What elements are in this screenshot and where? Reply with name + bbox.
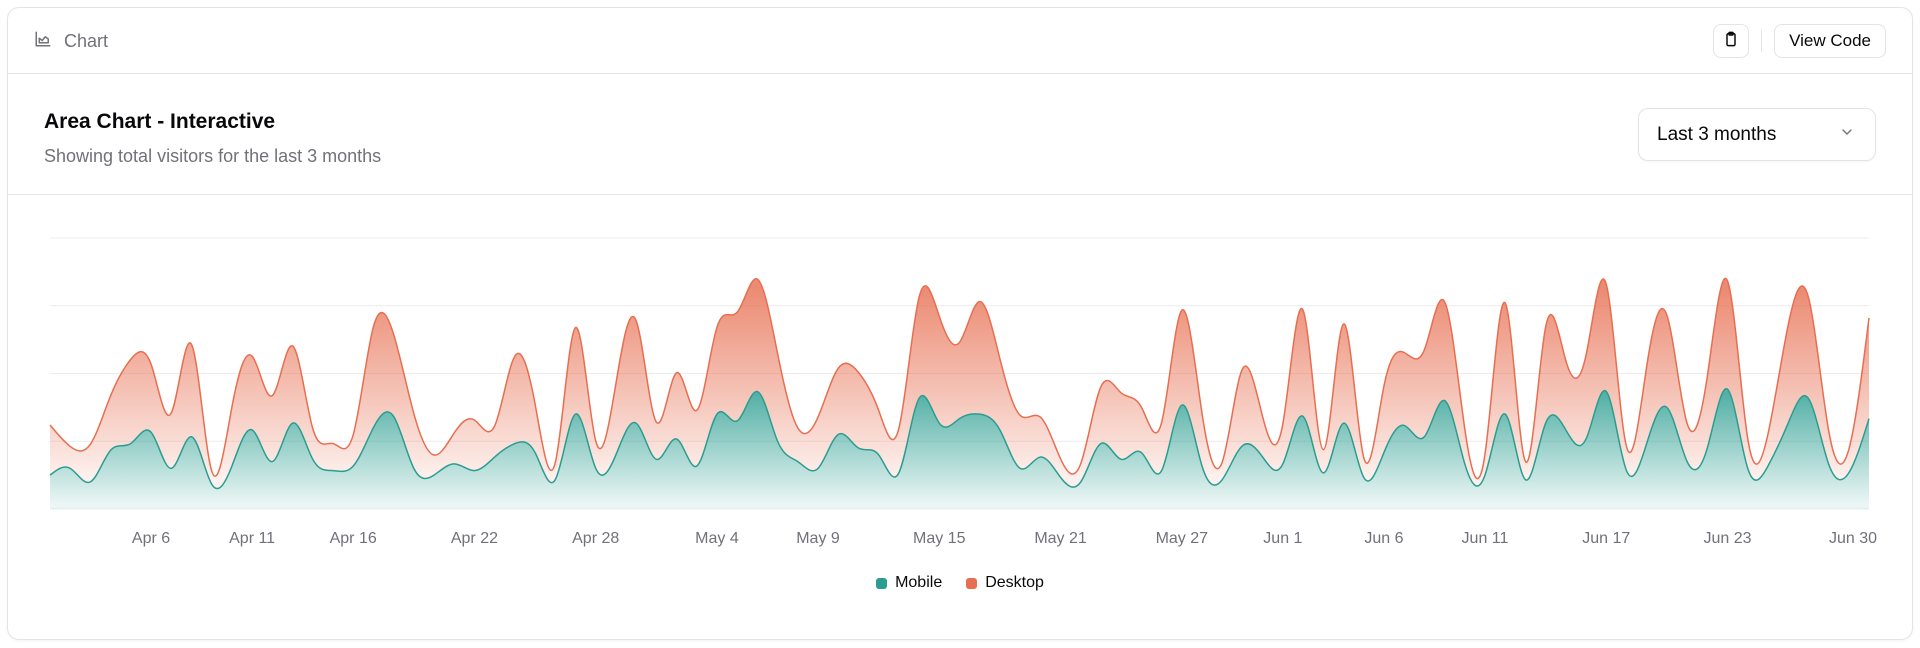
x-tick-label: Apr 6 xyxy=(132,530,170,547)
x-tick-label: May 15 xyxy=(913,530,966,547)
legend-item-desktop: Desktop xyxy=(966,574,1044,592)
x-tick-label: Apr 16 xyxy=(330,530,377,547)
toolbar-title-text: Chart xyxy=(64,31,109,51)
time-range-select[interactable]: Last 3 months xyxy=(1638,108,1876,161)
x-tick-label: Apr 28 xyxy=(572,530,619,547)
chart-subtitle: Showing total visitors for the last 3 mo… xyxy=(44,146,382,166)
legend-swatch-mobile xyxy=(876,577,888,589)
x-tick-label: Apr 22 xyxy=(451,530,498,547)
x-tick-label: May 9 xyxy=(796,530,840,547)
card-header: Area Chart - Interactive Showing total v… xyxy=(8,74,1912,195)
mobile-area xyxy=(50,388,1869,509)
legend-item-mobile: Mobile xyxy=(876,574,942,592)
x-tick-label: Jun 17 xyxy=(1582,530,1630,547)
x-tick-label: Jun 6 xyxy=(1364,530,1403,547)
card-toolbar: Chart View Code xyxy=(8,8,1912,74)
x-tick-label: Apr 11 xyxy=(229,530,275,547)
x-tick-label: May 4 xyxy=(695,530,739,547)
desktop-line xyxy=(49,277,1870,480)
chart-card: Chart View Code Area Chart - Interactive… xyxy=(7,7,1913,640)
desktop-area xyxy=(50,278,1869,489)
chart-legend: Mobile Desktop xyxy=(0,574,1920,592)
time-range-value: Last 3 months xyxy=(1657,123,1777,145)
toolbar-divider xyxy=(1761,30,1763,52)
x-tick-label: Jun 1 xyxy=(1263,530,1302,547)
area-chart-icon xyxy=(34,30,52,53)
x-tick-label: Jun 11 xyxy=(1462,530,1509,547)
chart-title: Area Chart - Interactive xyxy=(44,110,276,133)
legend-label-mobile: Mobile xyxy=(895,574,943,591)
mobile-line xyxy=(49,388,1870,490)
view-code-button[interactable]: View Code xyxy=(1774,24,1886,58)
area-chart: Apr 6 Apr 11 Apr 16 Apr 22 Apr 28 May 4 May 9 M… xyxy=(49,237,1877,547)
chevron-down-icon xyxy=(1839,124,1855,146)
x-tick-label: May 21 xyxy=(1034,530,1087,547)
x-tick-label: Jun 30 xyxy=(1829,530,1877,547)
clipboard-icon xyxy=(1723,31,1739,52)
toolbar-title: Chart xyxy=(34,30,108,53)
legend-swatch-desktop xyxy=(966,577,978,589)
x-tick-label: May 27 xyxy=(1156,530,1209,547)
legend-label-desktop: Desktop xyxy=(985,574,1044,591)
copy-button[interactable] xyxy=(1713,24,1750,58)
x-tick-label: Jun 23 xyxy=(1703,530,1751,547)
